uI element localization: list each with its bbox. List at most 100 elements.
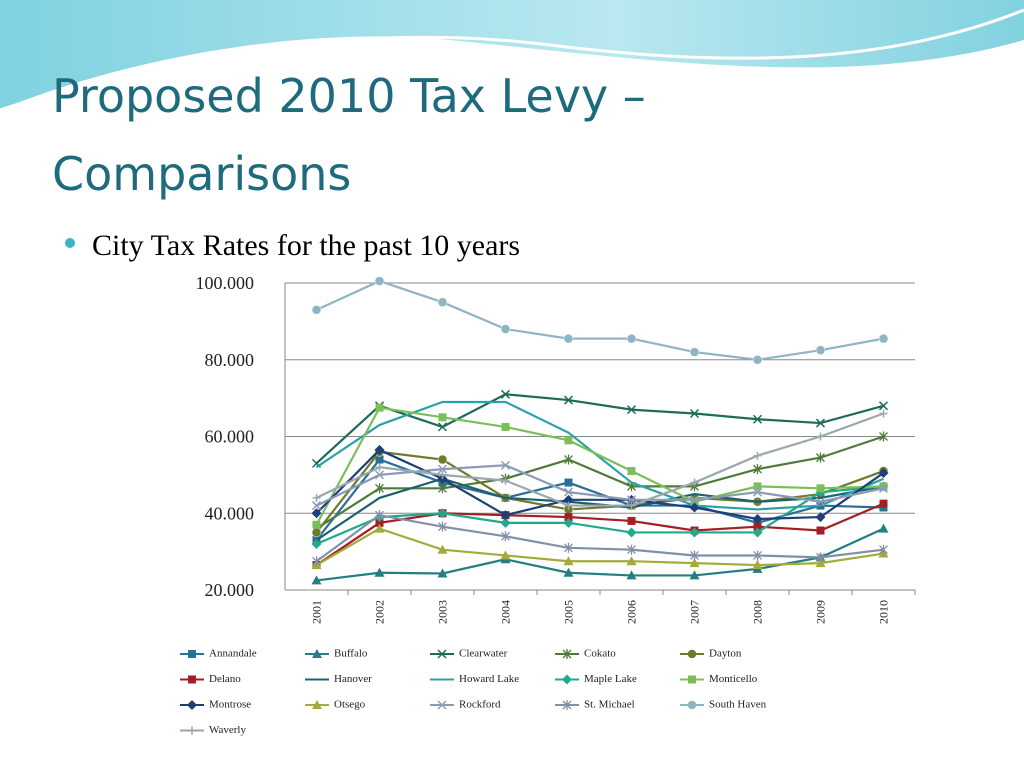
series	[188, 409, 888, 735]
marker	[564, 478, 573, 487]
marker	[438, 521, 447, 532]
marker	[879, 499, 888, 508]
marker	[752, 527, 763, 538]
bullet-dot	[65, 238, 75, 248]
series-line	[315, 393, 884, 465]
header-wave	[0, 0, 1024, 110]
marker	[752, 355, 763, 365]
marker	[501, 476, 510, 485]
x-tick-label: 2005	[562, 600, 576, 624]
marker	[311, 538, 322, 549]
marker	[815, 558, 826, 568]
legend-label: South Haven	[709, 699, 767, 711]
marker	[689, 558, 700, 568]
marker	[312, 520, 321, 529]
bullet-text: City Tax Rates for the past 10 years	[92, 229, 520, 262]
legend-label: Annandale	[209, 648, 257, 660]
series-line	[315, 514, 884, 563]
marker	[816, 432, 825, 441]
marker	[752, 560, 763, 570]
marker	[878, 333, 889, 344]
marker	[626, 527, 637, 538]
marker	[815, 418, 826, 428]
marker	[879, 482, 888, 491]
marker	[563, 517, 574, 528]
marker	[375, 455, 384, 464]
legend-label: Hanover	[334, 673, 372, 685]
marker	[816, 552, 825, 563]
marker	[878, 523, 889, 533]
legend-label: Clearwater	[459, 648, 508, 660]
marker	[563, 333, 574, 344]
series	[311, 389, 889, 659]
marker	[626, 570, 637, 580]
marker	[752, 514, 763, 525]
marker	[689, 570, 700, 580]
title-line: Proposed 2010 Tax Levy –	[52, 69, 646, 123]
series-line	[315, 406, 884, 526]
marker	[375, 483, 384, 494]
marker	[500, 550, 511, 560]
marker	[374, 470, 385, 480]
legend-label: Delano	[209, 673, 241, 685]
x-tick-label: 2009	[814, 600, 828, 624]
marker	[690, 550, 699, 561]
marker	[753, 451, 762, 460]
marker	[312, 493, 321, 502]
y-tick-label: 40.000	[205, 503, 255, 523]
marker	[627, 544, 636, 555]
marker	[437, 544, 448, 554]
x-tick-label: 2007	[688, 600, 702, 624]
marker	[689, 495, 700, 505]
x-tick-label: 2010	[877, 600, 891, 624]
marker	[563, 567, 574, 577]
y-tick-label: 100.000	[196, 273, 255, 293]
marker	[437, 297, 448, 307]
series	[187, 444, 889, 710]
marker	[501, 422, 510, 431]
marker	[500, 389, 511, 399]
marker	[626, 405, 637, 415]
marker	[627, 501, 636, 510]
y-tick-label: 80.000	[205, 350, 255, 370]
marker	[816, 452, 825, 463]
marker	[374, 276, 385, 286]
marker	[816, 526, 825, 535]
x-tick-label: 2001	[310, 600, 324, 624]
series-line	[316, 412, 884, 507]
marker	[437, 422, 448, 432]
x-tick-label: 2006	[625, 600, 639, 624]
marker	[374, 567, 385, 577]
marker	[311, 527, 322, 538]
marker	[437, 464, 448, 474]
marker	[311, 575, 322, 585]
series	[311, 460, 889, 710]
legend-label: Rockford	[459, 699, 501, 711]
marker	[815, 497, 826, 507]
marker	[753, 482, 762, 491]
marker	[311, 508, 322, 519]
marker	[312, 556, 321, 567]
marker	[689, 347, 700, 357]
marker	[375, 518, 384, 527]
marker	[627, 516, 636, 525]
legend-label: Dayton	[709, 648, 742, 660]
legend-label: St. Michael	[584, 699, 635, 711]
marker	[375, 403, 384, 412]
marker	[437, 508, 448, 519]
marker	[311, 305, 322, 315]
series-line	[315, 527, 884, 567]
series	[188, 499, 888, 684]
legend-label: Waverly	[209, 724, 246, 736]
series-line	[316, 485, 884, 545]
marker	[878, 467, 889, 478]
marker	[689, 408, 700, 419]
marker	[879, 544, 888, 555]
series-line	[315, 502, 884, 566]
marker	[500, 517, 511, 528]
marker	[690, 478, 699, 487]
marker	[437, 568, 448, 578]
legend-label: Cokato	[584, 648, 616, 660]
marker	[564, 513, 573, 522]
